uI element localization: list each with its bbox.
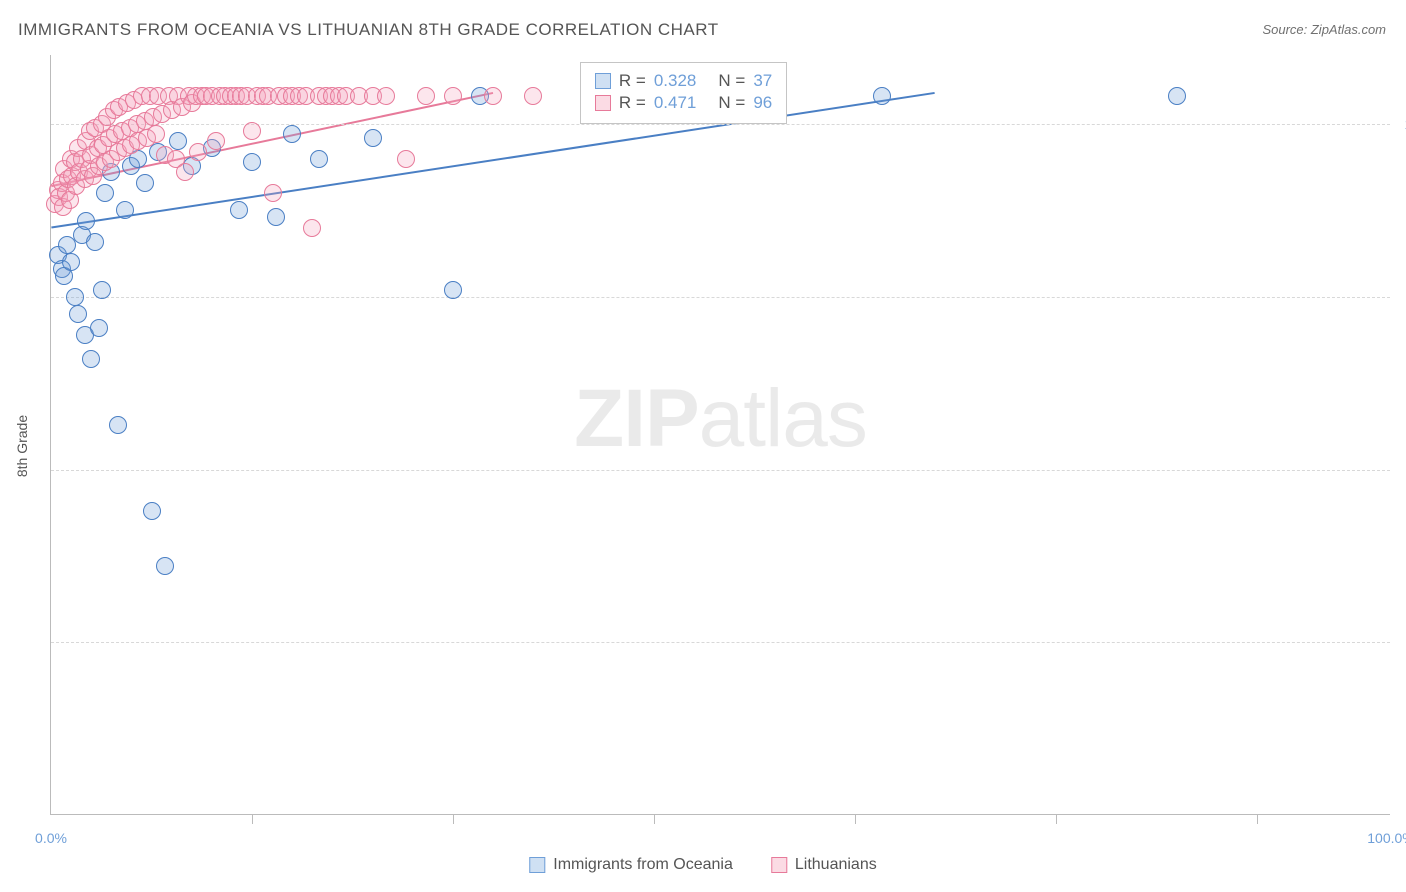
watermark-rest: atlas <box>699 373 867 464</box>
scatter-point <box>243 122 261 140</box>
legend-label: Immigrants from Oceania <box>553 856 733 874</box>
scatter-point <box>243 153 261 171</box>
r-label: R = <box>619 93 646 113</box>
x-minor-tick <box>1257 814 1258 824</box>
n-label: N = <box>718 93 745 113</box>
scatter-point <box>310 150 328 168</box>
plot-area: ZIPatlas R =0.328N =37R =0.471N =96 85.0… <box>50 55 1390 815</box>
stats-row: R = 0.328 N = 37 <box>595 71 772 91</box>
scatter-point <box>267 208 285 226</box>
x-minor-tick <box>855 814 856 824</box>
scatter-point <box>364 129 382 147</box>
r-value: 0.471 <box>654 93 697 113</box>
n-value: 37 <box>753 71 772 91</box>
legend-item: Lithuanians <box>771 856 877 874</box>
x-minor-tick <box>654 814 655 824</box>
scatter-point <box>283 125 301 143</box>
scatter-point <box>377 87 395 105</box>
watermark: ZIPatlas <box>574 372 867 466</box>
watermark-bold: ZIP <box>574 373 699 464</box>
scatter-point <box>264 184 282 202</box>
scatter-point <box>444 281 462 299</box>
scatter-point <box>417 87 435 105</box>
scatter-point <box>207 132 225 150</box>
n-label: N = <box>718 71 745 91</box>
legend-label: Lithuanians <box>795 856 877 874</box>
scatter-point <box>873 87 891 105</box>
bottom-legend: Immigrants from Oceania Lithuanians <box>529 856 876 874</box>
source-attribution: Source: ZipAtlas.com <box>1262 22 1386 37</box>
scatter-point <box>77 212 95 230</box>
scatter-point <box>1168 87 1186 105</box>
x-minor-tick <box>1056 814 1057 824</box>
scatter-point <box>156 557 174 575</box>
scatter-point <box>147 125 165 143</box>
scatter-point <box>189 143 207 161</box>
legend-item: Immigrants from Oceania <box>529 856 733 874</box>
scatter-point <box>176 163 194 181</box>
x-tick-label: 0.0% <box>35 830 67 846</box>
scatter-point <box>524 87 542 105</box>
scatter-point <box>82 350 100 368</box>
scatter-point <box>69 305 87 323</box>
y-axis-title: 8th Grade <box>14 415 30 477</box>
legend-swatch <box>595 73 611 89</box>
r-value: 0.328 <box>654 71 697 91</box>
x-minor-tick <box>453 814 454 824</box>
scatter-point <box>66 288 84 306</box>
n-value: 96 <box>753 93 772 113</box>
scatter-point <box>90 319 108 337</box>
chart-title: IMMIGRANTS FROM OCEANIA VS LITHUANIAN 8T… <box>18 20 719 40</box>
scatter-point <box>86 233 104 251</box>
scatter-point <box>136 174 154 192</box>
scatter-point <box>397 150 415 168</box>
scatter-point <box>96 184 114 202</box>
scatter-point <box>169 132 187 150</box>
scatter-point <box>109 416 127 434</box>
scatter-point <box>230 201 248 219</box>
stats-row: R = 0.471 N = 96 <box>595 93 772 113</box>
scatter-point <box>116 201 134 219</box>
scatter-point <box>93 281 111 299</box>
x-tick-label: 100.0% <box>1367 830 1406 846</box>
scatter-point <box>143 502 161 520</box>
scatter-point <box>62 253 80 271</box>
scatter-point <box>444 87 462 105</box>
gridline-horizontal <box>51 470 1390 471</box>
legend-swatch <box>771 857 787 873</box>
x-minor-tick <box>252 814 253 824</box>
gridline-horizontal <box>51 297 1390 298</box>
legend-swatch <box>595 95 611 111</box>
r-label: R = <box>619 71 646 91</box>
stats-box: R = 0.328 N = 37 R = 0.471 N = 96 <box>580 62 787 124</box>
legend-swatch <box>529 857 545 873</box>
scatter-point <box>484 87 502 105</box>
scatter-point <box>303 219 321 237</box>
gridline-horizontal <box>51 642 1390 643</box>
